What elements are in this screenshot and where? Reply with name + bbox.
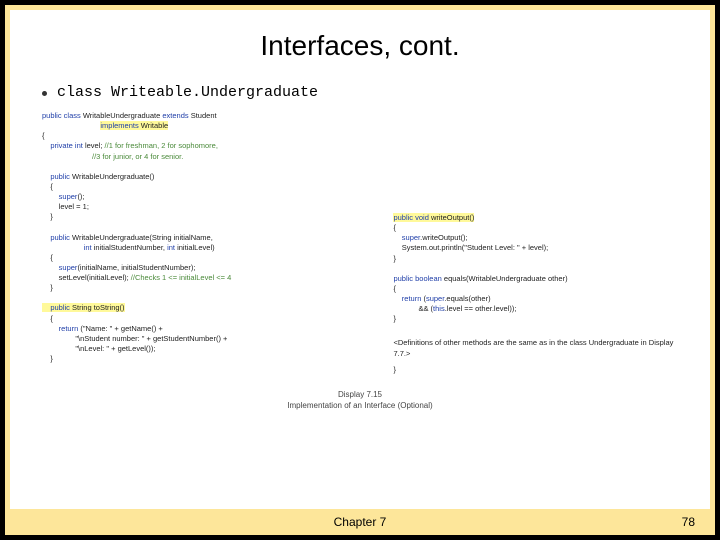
- footer-chapter: Chapter 7: [10, 509, 710, 535]
- caption-line: Implementation of an Interface (Optional…: [38, 400, 682, 411]
- t: ();: [77, 192, 84, 201]
- t: (initialName, initialStudentNumber);: [77, 263, 195, 272]
- bullet-dot-icon: [42, 91, 47, 96]
- t: .writeOutput();: [420, 233, 468, 242]
- t: Student: [189, 111, 217, 120]
- kw: public boolean: [393, 274, 441, 283]
- slide-title: Interfaces, cont.: [38, 30, 682, 62]
- cm: //3 for junior, or 4 for senior.: [42, 152, 183, 161]
- t: {: [42, 314, 385, 324]
- t: initialStudentNumber,: [92, 243, 167, 252]
- kw: this: [433, 304, 445, 313]
- t: {: [42, 182, 385, 192]
- t: }: [393, 365, 686, 375]
- t: .level == other.level));: [445, 304, 517, 313]
- t: initialLevel): [175, 243, 215, 252]
- kw: public class: [42, 111, 81, 120]
- t: WritableUndergraduate(): [70, 172, 155, 181]
- t: WritableUndergraduate: [81, 111, 163, 120]
- caption-line: Display 7.15: [38, 389, 682, 400]
- bullet-text: class Writeable.Undergraduate: [57, 84, 318, 101]
- t: }: [42, 354, 385, 364]
- t: }: [393, 254, 686, 264]
- definitions-note: <Definitions of other methods are the sa…: [393, 338, 686, 358]
- t: }: [42, 283, 385, 293]
- t: {: [42, 253, 385, 263]
- footer-page-number: 78: [682, 509, 695, 535]
- kw: public: [42, 172, 70, 181]
- figure-caption: Display 7.15 Implementation of an Interf…: [38, 389, 682, 411]
- t: {: [42, 131, 385, 141]
- kw: return: [393, 294, 421, 303]
- t: setLevel(initialLevel);: [42, 273, 131, 282]
- kw-hl: public: [42, 303, 70, 312]
- t: && (: [393, 304, 433, 313]
- t: WritableUndergraduate(String initialName…: [70, 233, 213, 242]
- t: }: [393, 314, 686, 324]
- kw-hl: implements: [100, 121, 138, 130]
- cm: //Checks 1 <= initialLevel <= 4: [131, 273, 231, 282]
- kw: super: [42, 192, 77, 201]
- t: ("Name: " + getName() +: [78, 324, 163, 333]
- t: equals(WritableUndergraduate other): [442, 274, 568, 283]
- t: System.out.println("Student Level: " + l…: [393, 243, 686, 253]
- t: {: [393, 223, 686, 233]
- code-right-column: public void writeOutput() { super.writeO…: [393, 111, 686, 375]
- code-left-column: public class WritableUndergraduate exten…: [42, 111, 385, 375]
- kw: private int: [42, 141, 83, 150]
- kw: extends: [162, 111, 188, 120]
- kw: super: [393, 233, 420, 242]
- kw: super: [426, 294, 444, 303]
- t-hl: String toString(): [70, 303, 125, 312]
- t: }: [42, 212, 385, 222]
- bullet-item: class Writeable.Undergraduate: [38, 84, 682, 101]
- kw: int: [42, 243, 92, 252]
- cm: //1 for freshman, 2 for sophomore,: [105, 141, 218, 150]
- t: "\nLevel: " + getLevel());: [42, 344, 385, 354]
- kw: return: [42, 324, 78, 333]
- t-hl: writeOutput(): [429, 213, 474, 222]
- kw: int: [167, 243, 175, 252]
- t: "\nStudent number: " + getStudentNumber(…: [42, 334, 385, 344]
- t: {: [393, 284, 686, 294]
- kw: public: [42, 233, 70, 242]
- code-listing: public class WritableUndergraduate exten…: [38, 111, 682, 375]
- kw: super: [42, 263, 77, 272]
- t: .equals(other): [444, 294, 490, 303]
- t: level;: [83, 141, 105, 150]
- t-hl: Writable: [139, 121, 168, 130]
- kw-hl: public void: [393, 213, 428, 222]
- t: level = 1;: [42, 202, 385, 212]
